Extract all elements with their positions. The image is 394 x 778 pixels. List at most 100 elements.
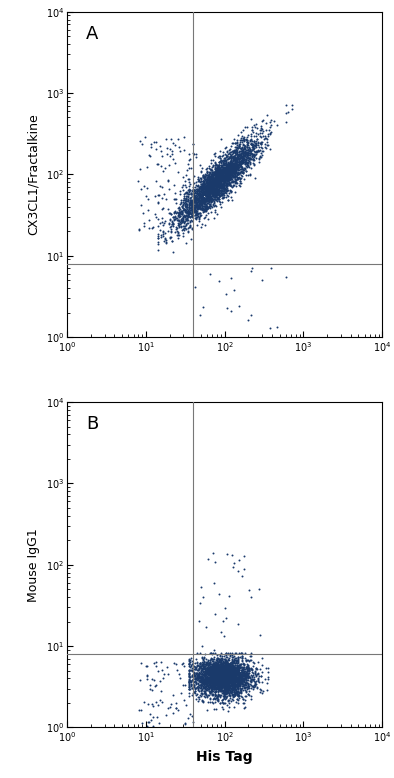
Point [207, 198, 214, 210]
Point [217, 673, 224, 685]
Point [213, 670, 219, 682]
Point [219, 170, 225, 183]
Point [198, 174, 204, 187]
Point [189, 209, 195, 222]
Point [190, 192, 196, 205]
Point [181, 196, 188, 209]
Point [158, 145, 164, 157]
Point [210, 669, 216, 682]
Point [229, 666, 235, 678]
Point [198, 663, 204, 675]
Point [230, 665, 236, 678]
Point [212, 668, 218, 680]
Point [205, 177, 212, 190]
Point [230, 170, 237, 183]
Point [285, 106, 291, 118]
Point [240, 657, 246, 669]
Point [227, 647, 233, 660]
Point [244, 659, 251, 671]
Point [236, 140, 242, 152]
Point [232, 137, 238, 149]
Point [216, 653, 223, 665]
Point [189, 689, 195, 702]
Point [199, 162, 205, 174]
Point [231, 166, 237, 178]
Point [214, 677, 221, 689]
Point [200, 176, 206, 188]
Point [236, 153, 242, 166]
Point [217, 671, 223, 683]
Point [216, 665, 222, 678]
Point [235, 149, 241, 162]
Point [228, 672, 234, 685]
Point [218, 171, 224, 184]
Point [222, 148, 229, 160]
Point [203, 678, 209, 690]
Point [244, 142, 250, 154]
Point [204, 186, 210, 198]
Point [237, 671, 243, 683]
Point [224, 667, 230, 679]
Point [185, 206, 191, 219]
Point [184, 223, 191, 235]
Point [214, 171, 220, 184]
Point [210, 672, 217, 685]
Point [220, 188, 227, 201]
Point [229, 675, 236, 688]
Point [227, 676, 234, 689]
Point [236, 139, 242, 152]
Point [206, 675, 213, 688]
Point [202, 677, 208, 689]
Point [190, 196, 197, 209]
Point [219, 184, 225, 196]
Point [216, 175, 222, 187]
Point [220, 164, 226, 177]
Point [249, 152, 256, 165]
Point [228, 670, 234, 682]
Point [210, 658, 217, 671]
Point [232, 163, 238, 175]
Point [221, 666, 228, 678]
Point [238, 661, 244, 673]
Point [251, 149, 258, 162]
Point [183, 192, 190, 205]
Point [209, 684, 216, 696]
Point [200, 191, 206, 203]
Point [227, 172, 233, 184]
Point [209, 170, 216, 182]
Point [187, 220, 193, 233]
Point [245, 142, 252, 154]
Point [224, 184, 230, 197]
Point [218, 664, 224, 676]
Point [213, 164, 219, 177]
Point [186, 678, 192, 691]
Point [211, 187, 217, 199]
Point [234, 134, 240, 146]
Point [225, 670, 231, 682]
Point [193, 671, 200, 684]
Point [199, 177, 205, 190]
Point [238, 675, 245, 688]
Point [213, 689, 219, 702]
Point [226, 684, 232, 696]
Point [171, 192, 177, 205]
Point [222, 167, 228, 180]
Point [222, 657, 229, 669]
Point [231, 668, 238, 681]
Point [199, 651, 206, 664]
Point [201, 663, 207, 675]
Point [212, 671, 218, 683]
Point [236, 659, 242, 671]
Point [197, 676, 204, 689]
Point [229, 656, 236, 668]
Point [231, 167, 237, 180]
Point [235, 663, 241, 675]
Point [230, 163, 236, 175]
Point [205, 187, 212, 199]
Point [204, 182, 210, 194]
Point [250, 149, 256, 161]
Point [227, 159, 233, 171]
Point [229, 684, 235, 696]
Point [222, 662, 228, 675]
Point [221, 684, 228, 696]
